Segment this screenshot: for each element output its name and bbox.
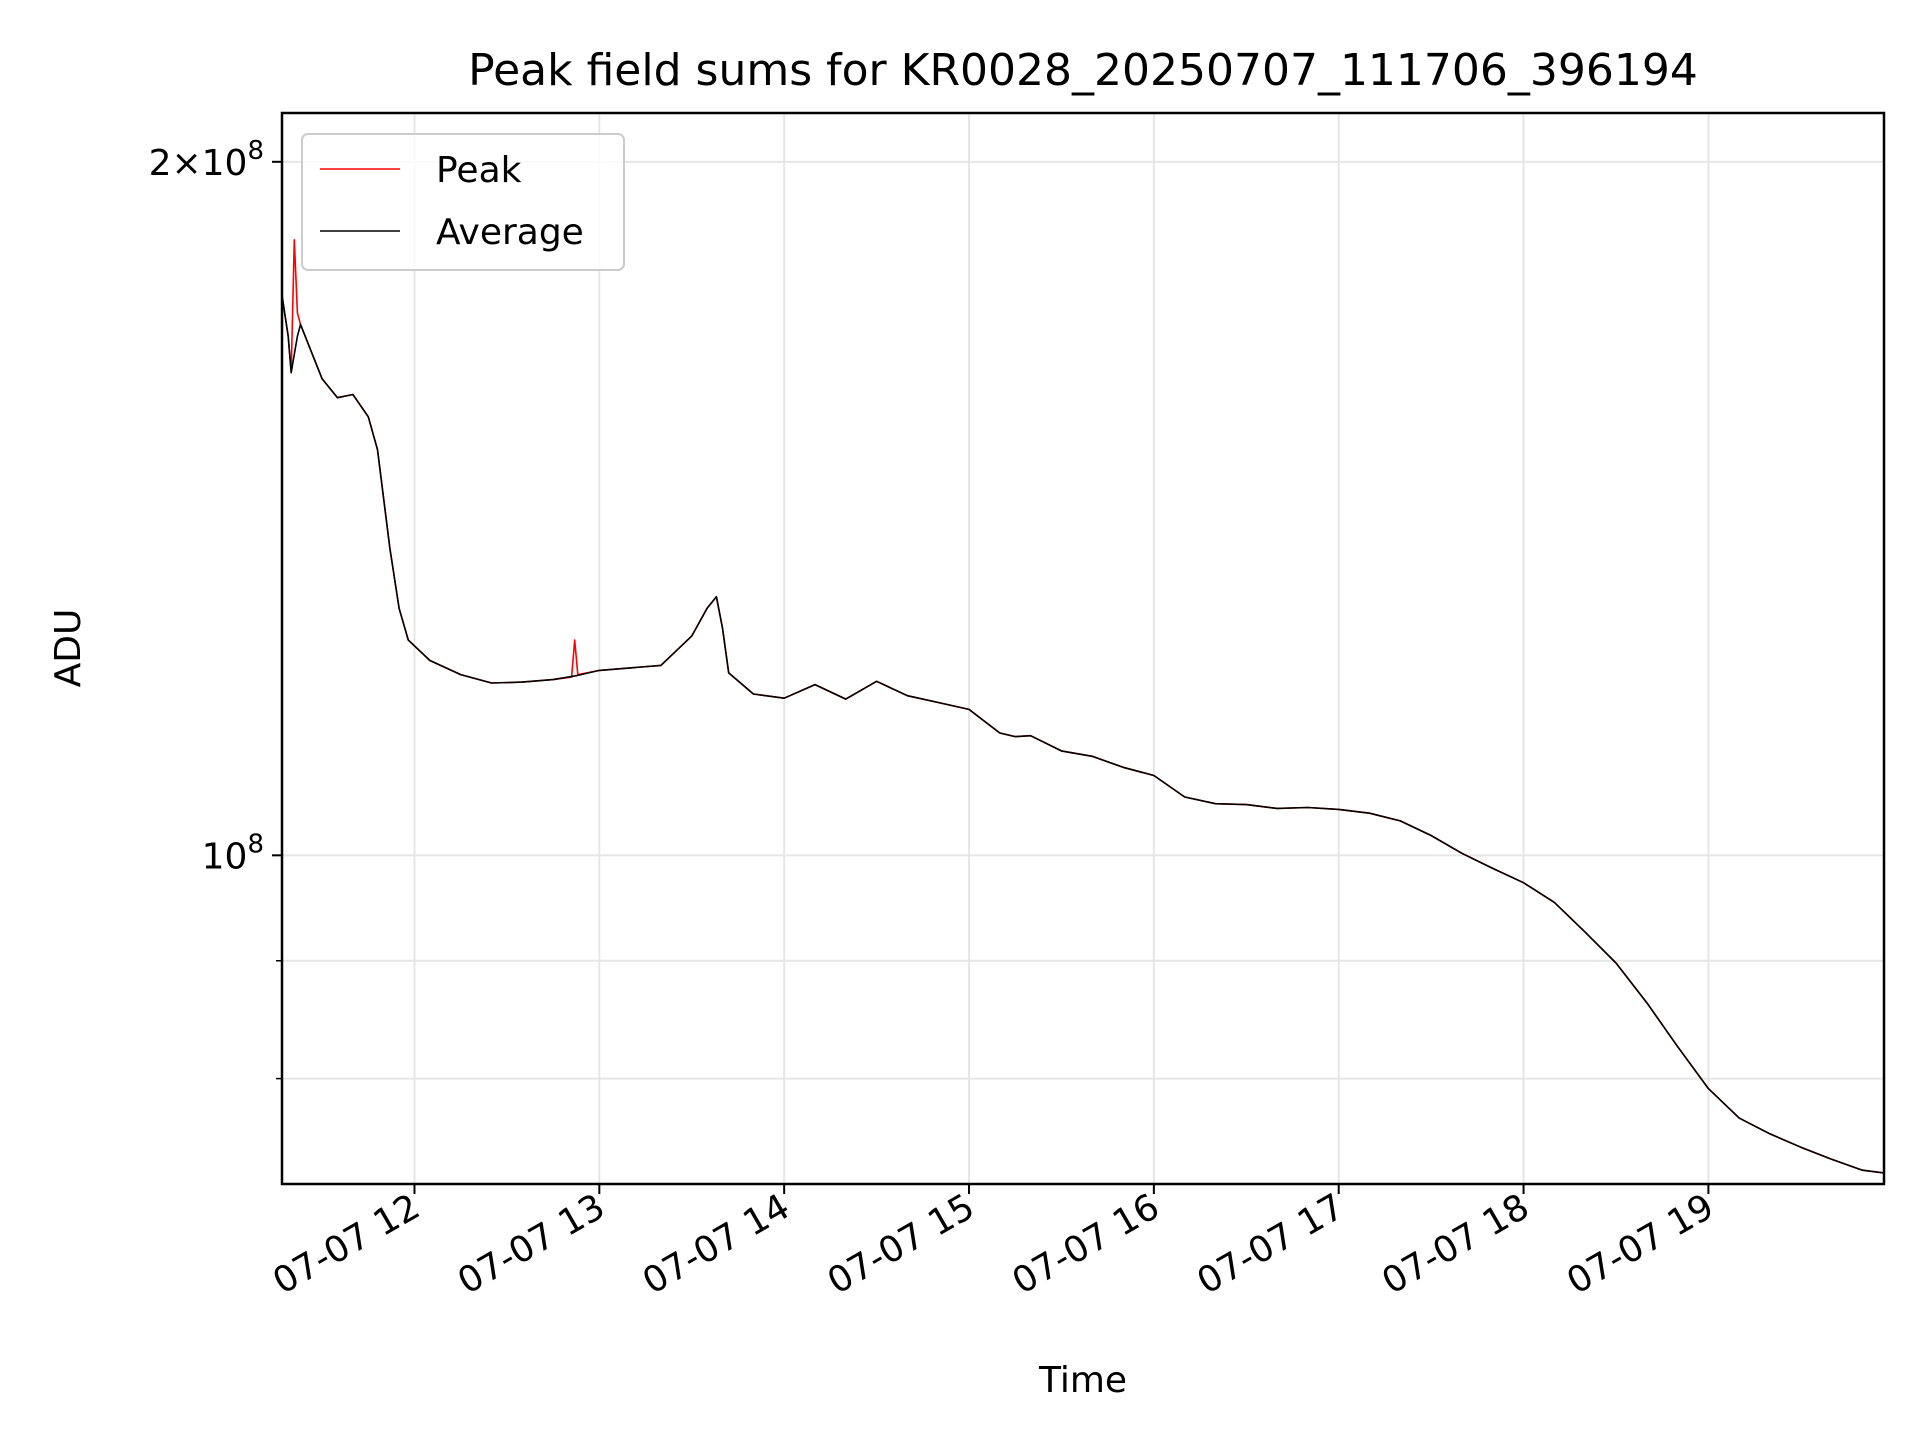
y-axis-label: ADU <box>48 609 89 688</box>
series-line-average <box>281 295 1885 1174</box>
legend-box <box>301 133 625 271</box>
legend: Peak Average <box>301 133 625 271</box>
legend-label-peak: Peak <box>436 150 522 191</box>
x-axis-label: Time <box>1038 1360 1127 1401</box>
legend-label-average: Average <box>436 212 584 253</box>
y-tick-label: 2×108 <box>149 136 264 184</box>
y-tick-label: 108 <box>202 829 264 877</box>
y-axis: 2×108 108 <box>149 136 282 1080</box>
series-layer <box>281 239 1885 1174</box>
plot-frame <box>280 111 1886 1186</box>
chart-title: Peak field sums for KR0028_20250707_1117… <box>468 45 1698 96</box>
